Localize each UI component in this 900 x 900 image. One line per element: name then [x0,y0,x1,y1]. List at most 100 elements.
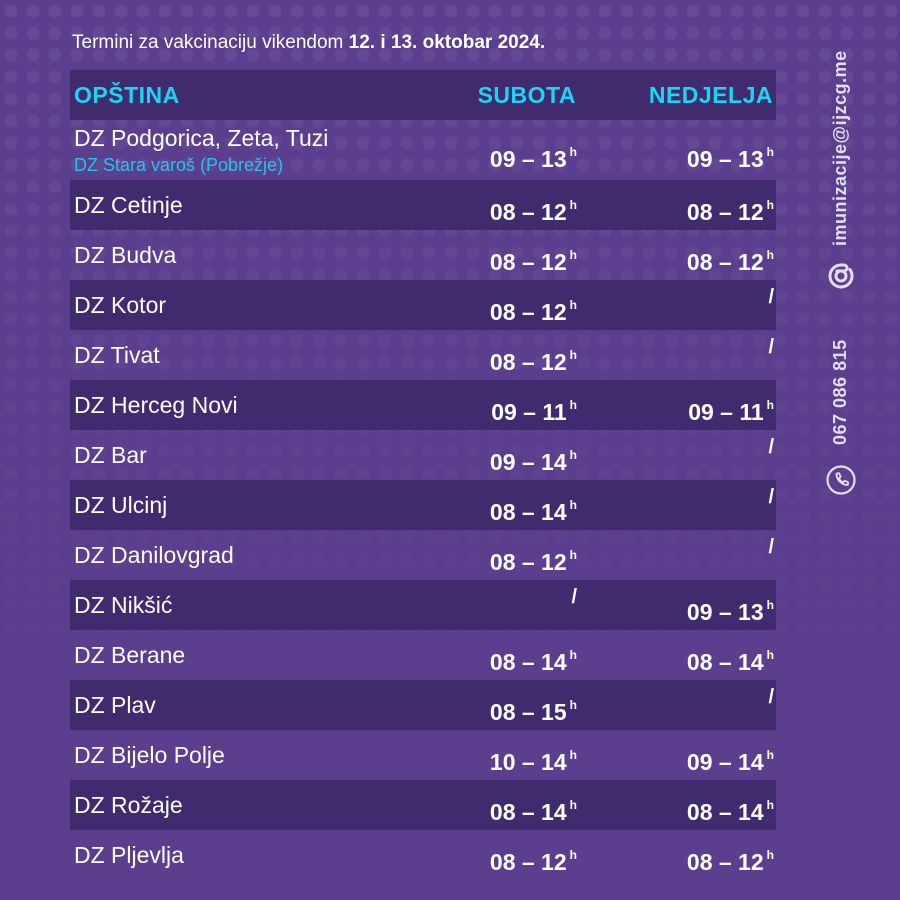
table-row: DZ Nikšić / 09 – 13 h [70,580,776,630]
hour-suffix: h [766,598,774,612]
saturday-time: 09 – 13 h [490,138,577,173]
hour-suffix: h [569,848,577,862]
hour-suffix: h [766,248,774,262]
hour-suffix: h [569,748,577,762]
saturday-hours: 09 – 11 [491,399,567,425]
saturday-time: 09 – 11 h [491,391,577,426]
column-header-sunday: NEDJELJA [648,82,773,108]
sunday-time: 09 – 11 h [688,391,774,426]
sunday-hours: 08 – 12 [686,199,764,225]
table-row: DZ Bar 09 – 14 h / [70,430,776,480]
sunday-hours: / [768,436,774,458]
saturday-hours: 08 – 15 [489,699,567,725]
saturday-hours: 08 – 14 [489,499,567,525]
sunday-time: 08 – 14 h [687,641,774,676]
municipality-name: DZ Kotor [74,292,167,318]
sunday-time: / [768,683,774,711]
sunday-time: / [768,433,774,461]
municipality-name: DZ Berane [74,642,186,668]
hour-suffix: h [569,448,577,462]
saturday-time: 10 – 14 h [490,741,577,776]
contact-email: imunizacije@ijzcg.me [830,50,850,246]
table-row: DZ Pljevlja 08 – 12 h 08 – 12 h [70,830,776,880]
hour-suffix: h [766,145,774,159]
saturday-hours: 08 – 14 [489,649,567,675]
saturday-hours: 08 – 12 [489,199,567,225]
municipality-name: DZ Bar [74,442,147,468]
sunday-time: 08 – 14 h [687,791,774,826]
sunday-hours: 09 – 13 [686,146,764,172]
table-row: DZ Podgorica, Zeta, Tuzi DZ Stara varoš (… [70,120,776,180]
municipality-name: DZ Podgorica, Zeta, Tuzi [74,125,329,151]
hour-suffix: h [766,848,774,862]
sunday-hours: 08 – 12 [686,249,764,275]
saturday-time: 08 – 14 h [490,491,577,526]
municipality-name: DZ Herceg Novi [74,392,238,418]
sunday-time: / [768,333,774,361]
contact-phone: 067 086 815 [830,339,850,445]
sunday-time: / [768,533,774,561]
saturday-hours: 08 – 12 [489,549,567,575]
hour-suffix: h [569,298,577,312]
saturday-time: 08 – 12 h [490,291,577,326]
phone-icon [826,465,856,495]
table-row: DZ Kotor 08 – 12 h / [70,280,776,330]
municipality-name: DZ Nikšić [74,592,173,618]
sunday-hours: / [768,686,774,708]
sunday-time: 09 – 13 h [687,591,774,626]
municipality-name: DZ Pljevlja [74,842,184,868]
hour-suffix: h [766,198,774,212]
hour-suffix: h [569,498,577,512]
table-row: DZ Ulcinj 08 – 14 h / [70,480,776,530]
table-row: DZ Bijelo Polje 10 – 14 h 09 – 14 h [70,730,776,780]
table-row: DZ Tivat 08 – 12 h / [70,330,776,380]
sunday-hours: / [768,536,774,558]
saturday-time: 08 – 12 h [490,541,577,576]
column-header-saturday: SUBOTA [477,82,576,108]
sunday-hours: 09 – 14 [686,749,764,775]
hour-suffix: h [569,398,577,412]
municipality-name: DZ Budva [74,242,177,268]
saturday-time: 08 – 12 h [490,841,577,876]
saturday-time: 08 – 14 h [490,641,577,676]
table-row: DZ Rožaje 08 – 14 h 08 – 14 h [70,780,776,830]
title-dates: 12. i 13. oktobar 2024. [348,32,546,53]
saturday-time: 08 – 14 h [490,791,577,826]
hour-suffix: h [569,698,577,712]
sunday-time: / [768,283,774,311]
municipality-name: DZ Rožaje [74,792,183,818]
saturday-hours: 08 – 14 [489,799,567,825]
sunday-time: 08 – 12 h [687,191,774,226]
sunday-hours: / [768,286,774,308]
sunday-time: 08 – 12 h [687,841,774,876]
table-body: DZ Podgorica, Zeta, Tuzi DZ Stara varoš (… [70,120,776,880]
municipality-name: DZ Tivat [74,342,160,368]
saturday-hours: 08 – 12 [489,349,567,375]
saturday-hours: 09 – 14 [489,449,567,475]
hour-suffix: h [569,145,577,159]
saturday-hours: / [571,586,577,608]
table-row: DZ Cetinje 08 – 12 h 08 – 12 h [70,180,776,230]
at-icon [828,263,854,289]
table-row: DZ Berane 08 – 14 h 08 – 14 h [70,630,776,680]
sunday-time: 09 – 14 h [687,741,774,776]
sunday-hours: 08 – 14 [686,799,764,825]
hour-suffix: h [766,398,774,412]
sunday-hours: / [768,336,774,358]
page-title: Termini za vakcinaciju vikendom 12. i 13… [72,30,545,56]
hour-suffix: h [569,248,577,262]
title-intro: Termini za vakcinaciju vikendom [72,32,349,53]
saturday-hours: 08 – 12 [489,299,567,325]
sunday-hours: / [768,486,774,508]
saturday-hours: 08 – 12 [489,849,567,875]
sunday-time: 09 – 13 h [687,138,774,173]
municipality-subtitle: DZ Stara varoš (Pobrežje) [74,155,284,175]
table-row: DZ Danilovgrad 08 – 12 h / [70,530,776,580]
saturday-time: 08 – 12 h [490,191,577,226]
municipality-name: DZ Danilovgrad [74,542,234,568]
sunday-hours: 08 – 14 [686,649,764,675]
schedule-table: OPŠTINA SUBOTA NEDJELJA DZ Podgorica, Ze… [70,70,776,880]
table-header: OPŠTINA SUBOTA NEDJELJA [70,70,776,120]
municipality-name: DZ Plav [74,692,156,718]
saturday-hours: 08 – 12 [489,249,567,275]
